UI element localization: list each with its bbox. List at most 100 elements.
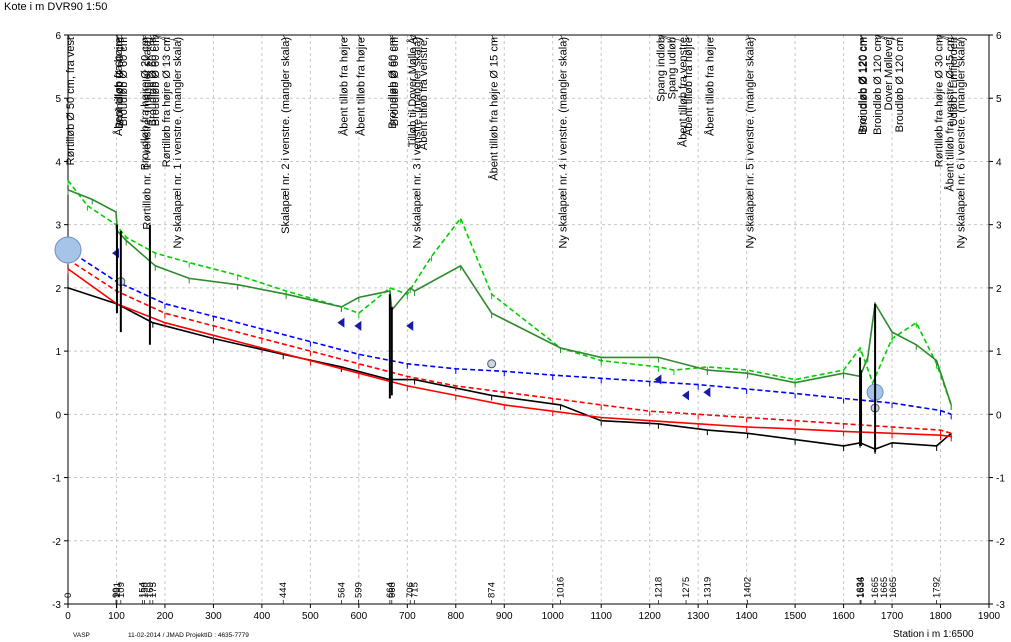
- annotation-leader: [936, 34, 951, 42]
- annotation-label: Broindløb Ø 60 cm: [114, 37, 126, 129]
- x-tick-label: 100: [108, 611, 125, 622]
- annotation-leader: [685, 34, 690, 42]
- station-label: 101: [112, 582, 123, 598]
- station: 1218: [653, 577, 664, 598]
- series-line-5: [67, 249, 952, 416]
- footer-date: 11-02-2014 / JMAD ProjektID : 4635-7779: [128, 632, 249, 639]
- station-label: 0: [63, 593, 74, 598]
- annotation-leader: [414, 34, 418, 42]
- plot-frame: [67, 34, 990, 605]
- annotation: Rørtilløb fra højre Ø 30 cm: [934, 37, 946, 167]
- annotation-leader: [874, 34, 879, 42]
- x-tick-label: 800: [447, 611, 464, 622]
- series-line-4: [67, 258, 952, 435]
- annotation-label: Åbent tilløb fra højre Ø 15 cm: [488, 37, 501, 181]
- x-tick-label: 700: [399, 611, 416, 622]
- x-tick-label: 300: [205, 611, 222, 622]
- structure-marker: [354, 320, 362, 331]
- y-tick-label: 1: [55, 347, 61, 358]
- annotation-leader: [358, 34, 362, 42]
- station: 99: [111, 587, 122, 598]
- annotation: Åbent tilløb fra højre: [337, 37, 350, 136]
- station-label: 154: [138, 582, 149, 598]
- annotation: Broindløb Ø 60 cm: [114, 37, 126, 129]
- series-line-1: [67, 189, 952, 406]
- annotation: Åbent tilløb fra højre: [703, 37, 716, 136]
- annotation-leader: [936, 34, 940, 42]
- y-tick-label-right: 4: [996, 157, 1002, 168]
- y-tick-label: 2: [55, 284, 61, 295]
- y-tick-label-right: -2: [996, 537, 1005, 548]
- annotation-label: Ny skalapæl nr. 3 i venstre. (mangler sk…: [412, 37, 424, 249]
- annotation-label: Åbent tilløb fra højre: [703, 37, 716, 136]
- annotation-leader: [707, 34, 711, 42]
- series-line-3: [67, 268, 952, 438]
- station: 1665: [879, 577, 890, 598]
- node-marker: [487, 359, 497, 369]
- annotation-label: Åbent tilløb fra højre: [682, 37, 695, 136]
- annotation-leader: [144, 34, 148, 42]
- annotation: Åbent tilløb fra højre: [682, 37, 695, 136]
- annotation-label: Broudløb Ø 60 cm: [150, 37, 162, 126]
- y-tick-label: -1: [52, 474, 61, 485]
- annotation: Åbent tilløb fra højre: [112, 37, 125, 136]
- annotation-label: Broudløb Ø 120 cm: [894, 37, 906, 132]
- y-tick-label: 5: [55, 94, 61, 105]
- annotation: Åbent tilløb fra højre: [354, 37, 367, 136]
- station-label: 1792: [932, 577, 943, 598]
- annotation-label: Rørtilløb fra højre Ø 13 cm: [161, 37, 173, 167]
- annotation-leader: [152, 34, 167, 42]
- station: 874: [487, 582, 498, 598]
- annotation: Åbent tilløb fra højre Ø 15 cm: [488, 37, 501, 181]
- annotation-label: Åbent tilløb fra højre: [354, 37, 367, 136]
- station-label: 1636: [856, 577, 867, 598]
- annotation: Broudløb fra højre Ø 20 cm: [140, 37, 152, 170]
- x-tick-label: 1900: [978, 611, 1001, 622]
- annotation: Dover Møllevej: [883, 37, 895, 110]
- station: 1016: [555, 577, 566, 598]
- x-axis-label: Station i m 1:6500: [893, 629, 974, 640]
- annotation: Broudløb Ø 60 cm: [150, 37, 162, 126]
- annotation-label: Åbent tilløb fra højre: [337, 37, 350, 136]
- annotation: Broudløb Ø 60 cm: [389, 37, 401, 126]
- annotation: Broudløb Ø 120 cm: [894, 37, 906, 132]
- station-label: 158: [140, 582, 151, 598]
- x-tick-label: 0: [65, 611, 71, 622]
- annotation-leader: [142, 34, 146, 42]
- annotation: Tilløb til Dover Mølle Å: [406, 36, 419, 147]
- x-tick-label: 1600: [832, 611, 855, 622]
- station: 1319: [702, 577, 713, 598]
- annotation-leader: [658, 34, 684, 42]
- annotation: Broindløb Ø 60 cm: [387, 37, 399, 129]
- annotation: Skalapæl nr. 2 i venstre. (mangler skala…: [280, 37, 292, 234]
- annotation: Spang indløb: [655, 37, 667, 102]
- y-tick-label-right: 0: [996, 410, 1002, 421]
- station: 169: [145, 582, 156, 598]
- x-tick-label: 200: [157, 611, 174, 622]
- station-label: 1275: [681, 577, 692, 598]
- annotation-label: Åbent tilløb fra venstre,: [417, 37, 430, 150]
- station-label: 668: [387, 582, 398, 598]
- station: 109: [116, 582, 127, 598]
- station-label: 564: [336, 582, 347, 598]
- footer-left: VASP: [73, 632, 90, 639]
- markers: [54, 224, 884, 453]
- y-tick-label-right: 6: [996, 31, 1002, 42]
- station: 1636: [856, 577, 867, 598]
- annotation-leader: [282, 34, 287, 42]
- grid: [67, 34, 990, 605]
- structure-marker: [682, 390, 690, 401]
- annotation-leader: [67, 34, 72, 42]
- x-tick-label: 1800: [929, 611, 952, 622]
- annotation-label: Udløb i Limfjorden: [948, 37, 960, 126]
- y-tick-label-right: 2: [996, 284, 1002, 295]
- annotation-label: Ny skalapæl nr. 6 i venstre. (mangler sk…: [956, 37, 968, 249]
- annotation: Spang udløb: [666, 37, 678, 99]
- y-tick-label: -2: [52, 537, 61, 548]
- station-label: 109: [116, 582, 127, 598]
- annotation: Ny skalapæl nr. 5 i venstre. (mangler sk…: [745, 37, 757, 249]
- station: 1792: [932, 577, 943, 598]
- annotation-leader: [859, 34, 864, 42]
- station-label: 1665: [888, 577, 899, 598]
